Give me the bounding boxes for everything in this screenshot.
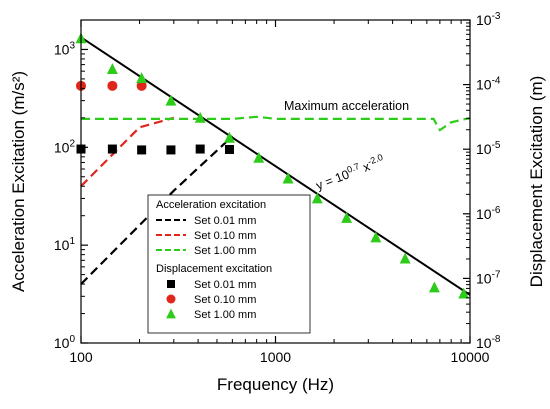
- legend-box: [147, 194, 311, 334]
- accel-series-line-1: [80, 116, 175, 187]
- annotation-max-acceleration: Maximum acceleration: [284, 99, 409, 113]
- disp-point-square: [166, 145, 176, 155]
- disp-point-circle: [107, 80, 118, 91]
- legend-header-acceleration: Acceleration excitation: [156, 199, 266, 211]
- legend-disp-label: Set 1.00 mm: [194, 309, 256, 321]
- y-left-tick-label: 103: [54, 40, 76, 57]
- disp-point-triangle: [253, 151, 265, 163]
- x-axis-title: Frequency (Hz): [217, 375, 334, 394]
- annotations-layer: Maximum acceleration y = 100.7 x-2.0: [284, 99, 409, 193]
- y-right-axis-title: Displacement Excitation (m): [527, 76, 546, 288]
- legend-header-displacement: Displacement excitation: [156, 263, 272, 275]
- disp-point-triangle: [136, 72, 148, 84]
- x-tick-label: 100: [69, 349, 93, 365]
- axes-layer: 100 1000 10000 100 101 102 103 10-8 10-7 10-6 10-5…: [9, 11, 546, 394]
- disp-point-triangle: [399, 252, 411, 264]
- accel-series-line-2: [81, 115, 471, 132]
- legend-disp-marker: [167, 280, 175, 288]
- annotation-fit-equation: y = 100.7 x-2.0: [313, 152, 386, 193]
- x-tick-label: 10000: [451, 349, 490, 365]
- legend-disp-marker: [166, 294, 176, 304]
- y-right-tick-label: 10-5: [476, 140, 501, 157]
- legend-disp-label: Set 0.01 mm: [194, 279, 256, 291]
- disp-point-square: [224, 144, 234, 154]
- disp-point-triangle: [341, 211, 353, 223]
- disp-point-square: [107, 144, 117, 154]
- disp-point-triangle: [106, 63, 118, 75]
- legend-accel-label: Set 1.00 mm: [194, 245, 256, 257]
- disp-point-triangle: [458, 287, 470, 299]
- legend-disp-label: Set 0.10 mm: [194, 294, 256, 306]
- disp-point-square: [137, 145, 147, 155]
- legend-disp-marker: [166, 308, 176, 319]
- disp-point-triangle: [282, 172, 294, 184]
- legend-accel-label: Set 0.01 mm: [194, 215, 256, 227]
- disp-point-square: [195, 144, 205, 154]
- y-right-tick-label: 10-7: [476, 269, 501, 286]
- disp-point-triangle: [165, 94, 177, 106]
- y-left-tick-label: 100: [54, 334, 76, 351]
- fit-line: [80, 36, 471, 296]
- y-left-tick-label: 102: [54, 138, 76, 155]
- disp-point-triangle: [370, 231, 382, 243]
- disp-point-triangle: [194, 111, 206, 123]
- y-right-tick-label: 10-3: [476, 11, 501, 28]
- legend-accel-label: Set 0.10 mm: [194, 230, 256, 242]
- legend: Acceleration excitation Set 0.01 mm Set 0.…: [147, 194, 311, 334]
- disp-point-circle: [136, 80, 147, 91]
- x-tick-label: 1000: [260, 349, 291, 365]
- disp-point-triangle: [428, 281, 440, 293]
- accel-series-line-0: [80, 135, 234, 285]
- y-left-axis-title: Acceleration Excitation (m/s²): [9, 71, 28, 292]
- y-right-tick-label: 10-8: [476, 334, 501, 351]
- disp-point-triangle: [224, 131, 235, 143]
- y-left-tick-label: 101: [54, 236, 76, 253]
- y-right-tick-label: 10-6: [476, 205, 501, 222]
- disp-point-triangle: [311, 192, 323, 204]
- series-layer: [75, 32, 471, 299]
- y-right-tick-label: 10-4: [476, 76, 501, 93]
